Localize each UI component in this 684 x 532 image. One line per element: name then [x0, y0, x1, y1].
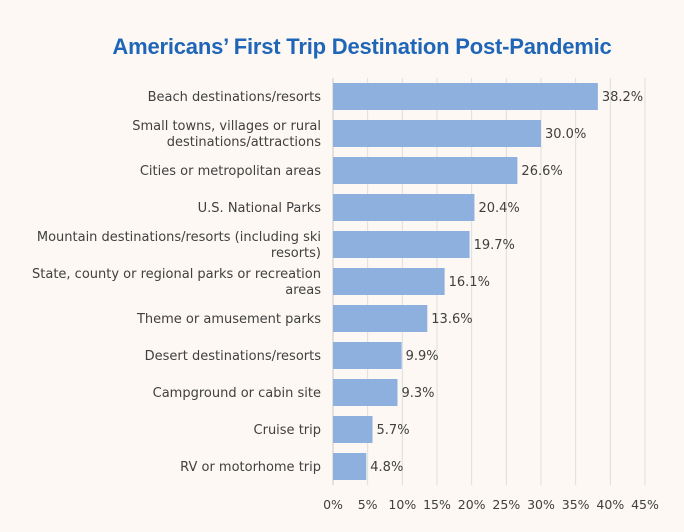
- x-tick-label: 25%: [492, 497, 520, 512]
- bar: [333, 194, 475, 221]
- value-label: 16.1%: [449, 275, 490, 290]
- category-label: Desert destinations/resorts: [145, 349, 322, 364]
- value-label: 13.6%: [431, 312, 472, 327]
- bar: [333, 379, 398, 406]
- x-tick-label: 35%: [562, 497, 590, 512]
- value-label: 19.7%: [474, 238, 515, 253]
- category-label: Campground or cabin site: [153, 386, 321, 401]
- x-tick-label: 45%: [631, 497, 659, 512]
- value-label: 9.3%: [401, 386, 434, 401]
- bar: [333, 231, 470, 258]
- bar: [333, 416, 373, 443]
- category-label: RV or motorhome trip: [180, 460, 321, 475]
- x-tick-label: 15%: [423, 497, 451, 512]
- value-label: 26.6%: [521, 164, 562, 179]
- category-label: Small towns, villages or rural: [132, 119, 321, 134]
- category-label: Theme or amusement parks: [136, 312, 321, 327]
- bar: [333, 305, 428, 332]
- bar: [333, 453, 367, 480]
- x-tick-label: 10%: [388, 497, 416, 512]
- bar: [333, 120, 541, 147]
- category-label: resorts): [271, 246, 321, 261]
- value-label: 38.2%: [602, 90, 643, 105]
- bar: [333, 342, 402, 369]
- x-tick-label: 40%: [596, 497, 624, 512]
- category-label: State, county or regional parks or recre…: [32, 267, 321, 282]
- bar: [333, 83, 598, 110]
- chart-title: Americans’ First Trip Destination Post-P…: [112, 34, 612, 59]
- value-label: 9.9%: [406, 349, 439, 364]
- value-label: 30.0%: [545, 127, 586, 142]
- value-label: 5.7%: [377, 423, 410, 438]
- x-tick-label: 30%: [527, 497, 555, 512]
- category-label: Mountain destinations/resorts (including…: [37, 230, 321, 245]
- x-tick-label: 0%: [323, 497, 343, 512]
- category-label: Beach destinations/resorts: [148, 90, 322, 105]
- category-label: U.S. National Parks: [198, 201, 322, 216]
- category-label: Cities or metropolitan areas: [140, 164, 321, 179]
- category-label: destinations/attractions: [167, 135, 322, 150]
- category-label: areas: [285, 283, 321, 298]
- bar: [333, 157, 518, 184]
- value-label: 4.8%: [370, 460, 403, 475]
- x-tick-label: 5%: [358, 497, 378, 512]
- category-label: Cruise trip: [254, 423, 321, 438]
- value-label: 20.4%: [478, 201, 519, 216]
- bar: [333, 268, 445, 295]
- x-tick-label: 20%: [458, 497, 486, 512]
